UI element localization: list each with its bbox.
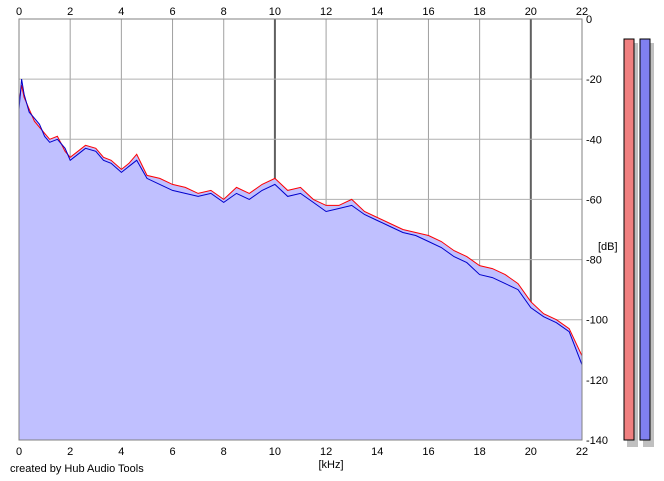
y-tick-label: 0 [586, 14, 592, 26]
x-tick-label-top: 2 [67, 6, 73, 18]
x-tick-label-bottom: 12 [320, 446, 332, 458]
y-tick-label: -40 [586, 134, 602, 146]
x-tick-label-top: 12 [320, 6, 332, 18]
spectrum-area-fill [19, 79, 582, 440]
x-tick-label-bottom: 4 [118, 446, 124, 458]
x-tick-label-bottom: 8 [221, 446, 227, 458]
y-tick-label: -20 [586, 74, 602, 86]
x-tick-label-top: 0 [16, 6, 22, 18]
y-tick-label: -60 [586, 194, 602, 206]
x-tick-label-top: 8 [221, 6, 227, 18]
y-axis-unit: [dB] [598, 241, 618, 253]
x-tick-label-bottom: 10 [269, 446, 281, 458]
y-tick-labels: 0 -20 -40 -60 -80 -100 -120 -140 [586, 14, 608, 447]
y-tick-label: -80 [586, 255, 602, 267]
x-tick-label-bottom: 6 [169, 446, 175, 458]
x-tick-label-top: 20 [525, 6, 537, 18]
x-tick-label-bottom: 0 [16, 446, 22, 458]
x-tick-label-bottom: 18 [474, 446, 486, 458]
y-tick-label: -140 [586, 435, 608, 447]
series-line-blue [18, 79, 583, 365]
x-tick-label-bottom: 22 [576, 446, 588, 458]
x-axis-unit: [kHz] [318, 459, 343, 471]
x-tick-label-bottom: 2 [67, 446, 73, 458]
x-tick-label-top: 16 [422, 6, 434, 18]
x-tick-label-top: 6 [169, 6, 175, 18]
x-tick-label-top: 18 [474, 6, 486, 18]
credit-text: created by Hub Audio Tools [10, 463, 144, 475]
x-tick-label-top: 10 [269, 6, 281, 18]
x-tick-labels-top: 0 2 4 6 8 10 12 14 16 18 20 22 [16, 6, 588, 18]
x-tick-label-top: 4 [118, 6, 124, 18]
level-meter-bar [639, 38, 651, 441]
series-line-red [18, 85, 583, 357]
y-tick-label: -120 [586, 375, 608, 387]
level-meters [623, 38, 654, 447]
plot-frame [18, 18, 583, 441]
x-tick-label-bottom: 16 [422, 446, 434, 458]
x-tick-labels-bottom: 0 2 4 6 8 10 12 14 16 18 20 22 [16, 446, 588, 458]
x-tick-label-bottom: 20 [525, 446, 537, 458]
y-tick-label: -100 [586, 315, 608, 327]
x-tick-label-top: 14 [371, 6, 383, 18]
level-meter-bar [623, 38, 635, 441]
x-tick-label-top: 22 [576, 6, 588, 18]
x-tick-label-bottom: 14 [371, 446, 383, 458]
